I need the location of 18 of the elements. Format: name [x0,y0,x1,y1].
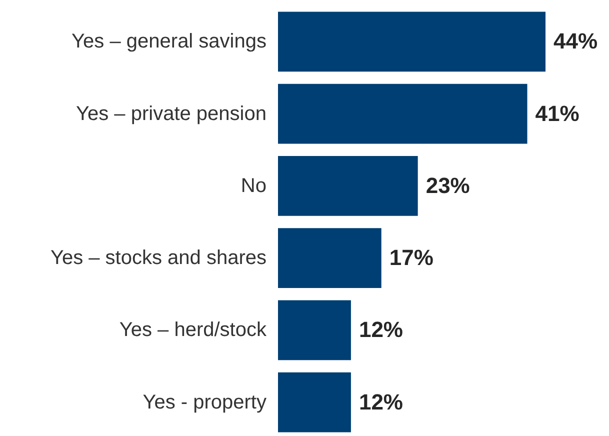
y-tick-label: Yes – stocks and shares [50,247,266,270]
data-label: 12% [358,317,403,342]
y-tick-label: Yes - property [142,391,266,414]
bar [278,84,528,144]
bar [278,372,351,432]
bar [278,300,351,360]
data-label: 44% [554,28,598,54]
y-tick-label: Yes – general savings [72,30,266,53]
data-label: 17% [389,245,434,270]
data-label: 12% [358,389,403,414]
bar [278,156,418,216]
bar [278,228,382,288]
y-tick-label: No [240,174,266,197]
data-label: 41% [535,100,580,126]
y-tick-label: Yes – private pension [76,102,266,125]
data-label: 23% [426,172,470,198]
y-tick-label: Yes – herd/stock [119,319,268,342]
bar [278,12,546,72]
